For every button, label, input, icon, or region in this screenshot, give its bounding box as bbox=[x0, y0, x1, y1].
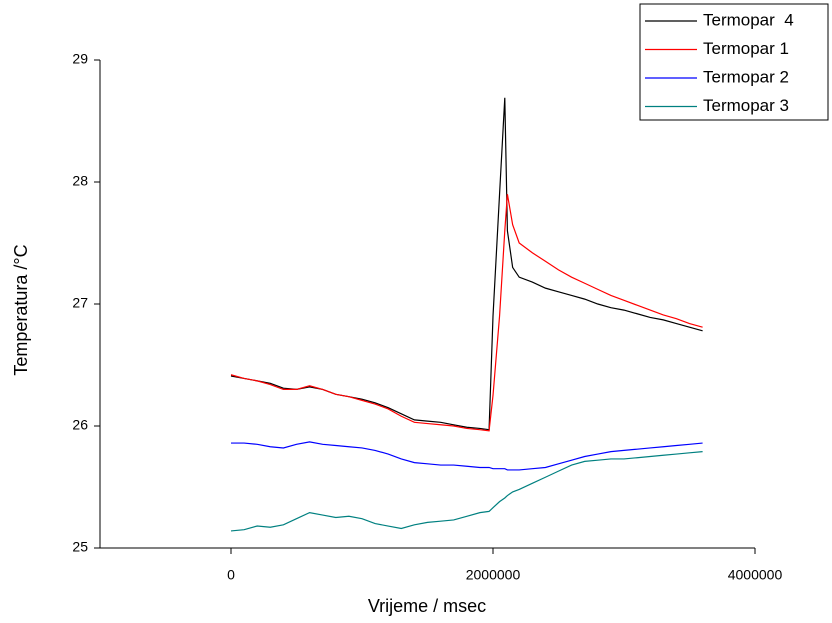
y-tick-label: 26 bbox=[72, 417, 88, 433]
legend-label: Termopar 1 bbox=[703, 39, 789, 58]
legend-label: Termopar 3 bbox=[703, 96, 789, 115]
series-line bbox=[230, 194, 703, 432]
y-tick-label: 27 bbox=[72, 295, 88, 311]
y-tick-label: 29 bbox=[72, 51, 88, 67]
y-axis-title: Temperatura /°C bbox=[11, 244, 31, 375]
series-line bbox=[230, 97, 703, 431]
x-tick-label: 4000000 bbox=[728, 567, 783, 583]
legend bbox=[639, 3, 829, 121]
series-line bbox=[230, 451, 703, 532]
series-line bbox=[231, 441, 703, 471]
x-tick-label: 2000000 bbox=[466, 567, 521, 583]
x-axis-title: Vrijeme / msec bbox=[368, 596, 486, 616]
legend-label: Termopar 4 bbox=[703, 10, 794, 29]
y-tick-label: 28 bbox=[72, 173, 88, 189]
x-tick-label: 0 bbox=[227, 567, 235, 583]
y-tick-label: 25 bbox=[72, 539, 88, 555]
legend-label: Termopar 2 bbox=[703, 67, 789, 86]
